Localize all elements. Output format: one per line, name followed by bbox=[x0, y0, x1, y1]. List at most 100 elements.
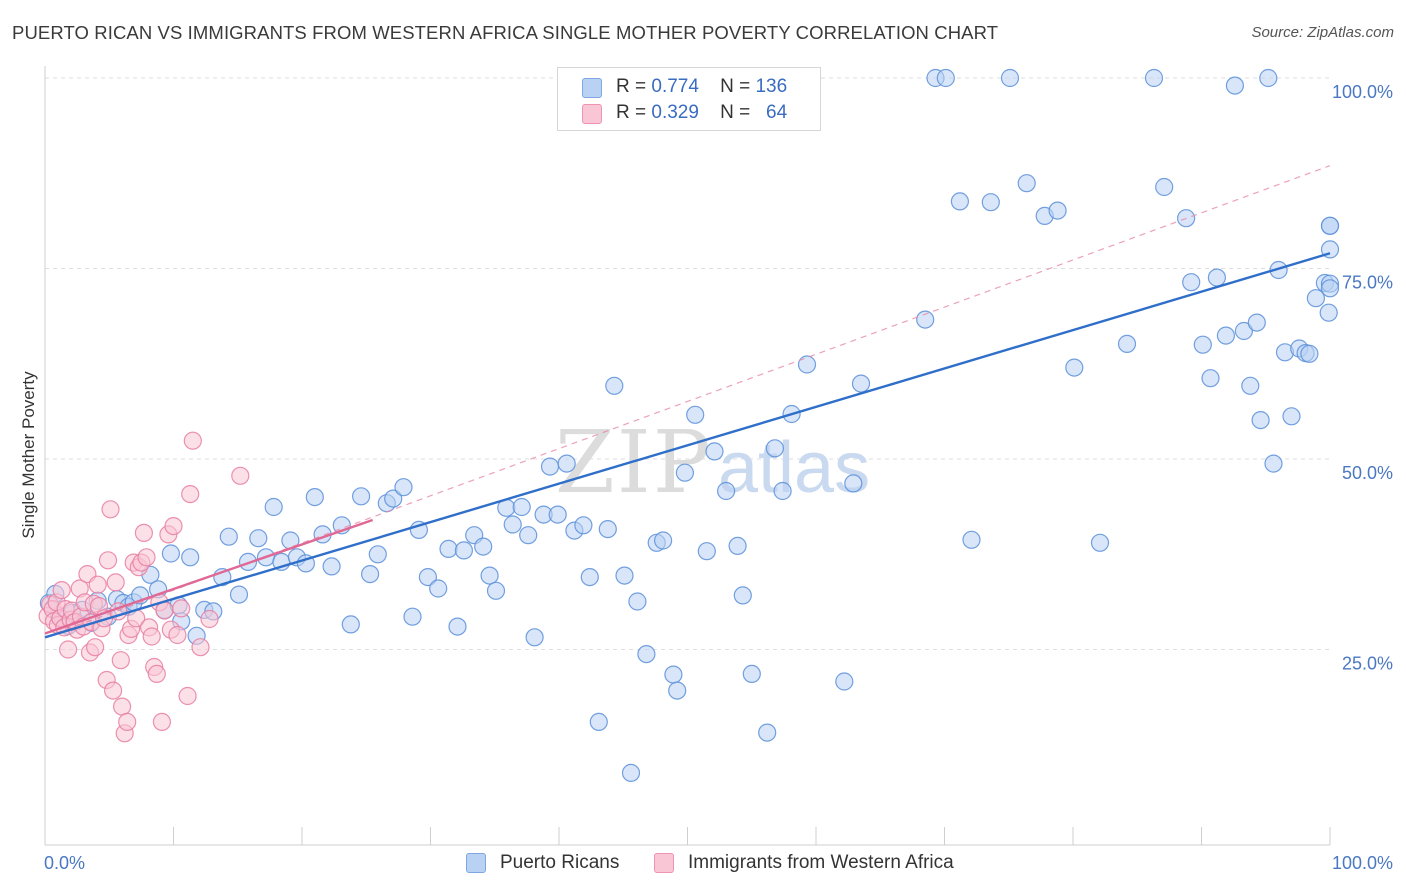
point-puerto-rican bbox=[716, 481, 736, 501]
x-tick-label: 0.0% bbox=[44, 853, 85, 873]
point-puerto-rican bbox=[418, 567, 437, 587]
trend-line-puerto-ricans bbox=[44, 252, 1331, 639]
point-puerto-rican bbox=[728, 536, 747, 556]
point-puerto-rican bbox=[1251, 411, 1270, 430]
watermark: ZIP atlas bbox=[555, 413, 870, 513]
point-puerto-rican bbox=[1117, 334, 1137, 353]
y-tick-label: 100.0% bbox=[1332, 82, 1393, 102]
axes bbox=[44, 66, 1331, 846]
series-name: Puerto Ricans bbox=[500, 852, 620, 873]
series-legend: Puerto Ricans Immigrants from Western Af… bbox=[0, 852, 1406, 878]
legend-r-value: 0.329 bbox=[651, 102, 699, 123]
watermark-zip: ZIP bbox=[555, 413, 713, 513]
point-western-africa bbox=[106, 573, 125, 592]
point-puerto-rican bbox=[621, 763, 641, 783]
point-puerto-rican bbox=[161, 544, 180, 563]
point-puerto-rican bbox=[439, 539, 458, 559]
tick-labels: 25.0% 50.0% 75.0% 100.0% 0.0% 100.0% bbox=[44, 82, 1393, 873]
point-puerto-rican bbox=[361, 564, 380, 584]
point-puerto-rican bbox=[916, 310, 935, 329]
point-puerto-rican bbox=[615, 566, 634, 585]
watermark-atlas: atlas bbox=[718, 428, 870, 508]
point-puerto-rican bbox=[264, 497, 283, 517]
point-puerto-rican bbox=[962, 530, 981, 549]
point-western-africa bbox=[52, 580, 71, 600]
point-puerto-rican bbox=[668, 681, 687, 700]
point-western-africa bbox=[101, 500, 120, 519]
point-puerto-rican bbox=[851, 374, 871, 393]
point-western-africa bbox=[181, 485, 200, 504]
point-puerto-rican bbox=[384, 489, 403, 508]
point-puerto-rican bbox=[1000, 68, 1020, 88]
point-western-africa bbox=[191, 638, 210, 657]
legend-n-label: N = bbox=[720, 102, 751, 123]
legend-swatch-pink bbox=[582, 104, 602, 124]
point-puerto-rican bbox=[1259, 68, 1278, 88]
point-puerto-rican bbox=[773, 481, 792, 501]
point-western-africa bbox=[183, 431, 202, 450]
trend-lines bbox=[44, 165, 1331, 639]
point-western-africa bbox=[103, 681, 123, 700]
point-puerto-rican bbox=[474, 537, 493, 556]
point-western-africa bbox=[152, 712, 171, 732]
point-puerto-rican bbox=[486, 581, 506, 600]
data-points bbox=[38, 68, 1340, 783]
legend-swatch-blue bbox=[582, 78, 602, 98]
legend-r-value: 0.774 bbox=[651, 76, 699, 97]
point-puerto-rican bbox=[249, 529, 268, 548]
point-puerto-rican bbox=[844, 474, 863, 493]
point-puerto-rican bbox=[697, 542, 716, 561]
point-puerto-rican bbox=[1300, 344, 1319, 363]
point-western-africa bbox=[168, 625, 187, 645]
point-puerto-rican bbox=[1017, 174, 1036, 193]
point-puerto-rican bbox=[1144, 68, 1164, 88]
point-puerto-rican bbox=[686, 405, 705, 424]
point-puerto-rican bbox=[1193, 335, 1212, 354]
point-puerto-rican bbox=[1320, 216, 1340, 235]
point-western-africa bbox=[118, 712, 137, 732]
point-puerto-rican bbox=[322, 557, 341, 576]
point-western-africa bbox=[172, 599, 191, 618]
point-western-africa bbox=[200, 609, 219, 629]
point-puerto-rican bbox=[448, 617, 467, 636]
point-western-africa bbox=[134, 523, 153, 543]
point-puerto-rican bbox=[525, 628, 544, 647]
point-puerto-rican bbox=[368, 545, 387, 564]
series-puerto-ricans bbox=[39, 68, 1340, 783]
x-tick-label: 100.0% bbox=[1332, 853, 1393, 873]
point-puerto-rican bbox=[675, 463, 695, 482]
point-puerto-rican bbox=[950, 192, 970, 211]
legend-r-label: R = bbox=[616, 102, 647, 123]
point-puerto-rican bbox=[1182, 273, 1201, 292]
point-puerto-rican bbox=[598, 519, 617, 539]
trend-line-extended bbox=[44, 165, 1331, 638]
point-puerto-rican bbox=[1048, 201, 1067, 220]
series-swatch-pink bbox=[654, 853, 674, 873]
point-western-africa bbox=[164, 516, 183, 536]
point-puerto-rican bbox=[936, 68, 955, 88]
y-axis-label: Single Mother Poverty bbox=[19, 371, 38, 539]
point-puerto-rican bbox=[742, 664, 761, 684]
point-puerto-rican bbox=[548, 505, 567, 524]
point-puerto-rican bbox=[557, 454, 576, 473]
point-puerto-rican bbox=[1155, 177, 1174, 197]
point-western-africa bbox=[111, 651, 130, 670]
point-western-africa bbox=[85, 638, 105, 657]
y-tick-label: 75.0% bbox=[1342, 273, 1393, 293]
point-puerto-rican bbox=[1207, 268, 1227, 287]
point-puerto-rican bbox=[637, 644, 656, 664]
point-puerto-rican bbox=[403, 607, 422, 626]
legend-n-label: N = bbox=[720, 76, 751, 97]
point-western-africa bbox=[88, 575, 107, 594]
point-puerto-rican bbox=[540, 457, 560, 476]
point-western-africa bbox=[231, 466, 250, 485]
point-puerto-rican bbox=[454, 541, 473, 560]
point-puerto-rican bbox=[797, 355, 817, 374]
point-puerto-rican bbox=[1282, 407, 1301, 426]
point-puerto-rican bbox=[758, 723, 777, 742]
point-puerto-rican bbox=[1319, 303, 1338, 322]
point-puerto-rican bbox=[1065, 358, 1084, 377]
point-western-africa bbox=[112, 697, 132, 716]
point-puerto-rican bbox=[1241, 376, 1260, 395]
point-puerto-rican bbox=[574, 516, 593, 535]
